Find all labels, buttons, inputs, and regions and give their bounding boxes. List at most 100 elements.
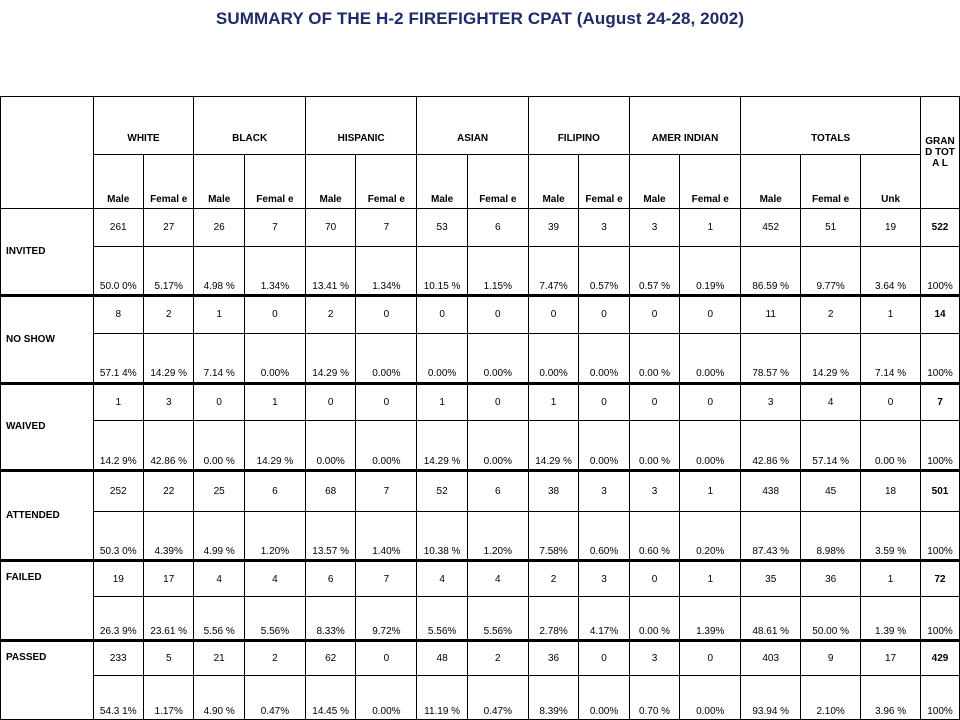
count-cell: 17	[142, 559, 195, 598]
percent-cell: 0.00%	[679, 332, 742, 384]
count-cell: 4	[193, 559, 245, 598]
subheader-cell: Femal e	[355, 154, 418, 210]
percent-cell: 1.20%	[243, 511, 306, 562]
percent-cell: 100%	[920, 596, 960, 641]
table-row: FAILED 19 17 4 4 6 7 4 4 2 3 0 1 35 36 1 72	[0, 559, 960, 641]
subheader-cell: Femal e	[243, 154, 306, 210]
count-cell: 403	[740, 638, 802, 677]
group-header-hispanic: HISPANIC	[304, 95, 418, 156]
subheader-cell: Male	[304, 154, 357, 210]
percent-cell: 4.90 %	[193, 675, 245, 720]
subheader-cell: Unk	[860, 154, 922, 210]
percent-cell: 93.94 %	[740, 675, 802, 720]
row-label-no-show: NO SHOW	[0, 294, 94, 384]
table-row: 26.3 9% 23.61 % 5.56 % 5.56% 8.33% 9.72% 5.56%…	[1, 596, 960, 641]
table-row: PASSED 233 5 21 2 62 0 48 2 36 0 3 0 403 9 17 429	[0, 638, 960, 720]
percent-cell: 1.39 %	[860, 596, 922, 641]
count-cell: 4	[243, 559, 306, 598]
percent-cell: 4.39%	[142, 511, 195, 562]
percent-cell: 1.15%	[466, 245, 529, 297]
count-cell: 3	[578, 468, 630, 513]
count-cell: 0	[578, 294, 630, 334]
group-header-black: BLACK	[193, 95, 306, 156]
percent-cell: 9.77%	[800, 245, 862, 297]
percent-cell: 7.14 %	[860, 332, 922, 384]
subheader-cell: Femal e	[800, 154, 862, 210]
count-cell: 48	[416, 638, 468, 677]
grand-total-cell: 429	[920, 638, 960, 677]
subheader-cell: Male	[628, 154, 681, 210]
percent-cell: 0.00 %	[628, 596, 681, 641]
table-row: INVITED 261 27 26 7 70 7 53 6 39 3 3 1 452 51 19 522	[0, 208, 960, 297]
count-cell: 2	[466, 638, 529, 677]
count-cell: 3	[578, 208, 630, 247]
percent-cell: 100%	[920, 511, 960, 562]
count-cell: 39	[527, 208, 580, 247]
count-cell: 452	[740, 208, 802, 247]
percent-cell: 14.29 %	[304, 332, 357, 384]
percent-cell: 87.43 %	[740, 511, 802, 562]
percent-cell: 3.96 %	[860, 675, 922, 720]
percent-cell: 42.86 %	[740, 419, 802, 471]
group-header-asian: ASIAN	[416, 95, 529, 156]
count-cell: 3	[628, 208, 681, 247]
count-cell: 25	[193, 468, 245, 513]
count-cell: 62	[304, 638, 357, 677]
percent-cell: 100%	[920, 245, 960, 297]
percent-cell: 7.58%	[527, 511, 580, 562]
subheader-cell: Male	[92, 154, 144, 210]
count-cell: 5	[142, 638, 195, 677]
count-cell: 53	[416, 208, 468, 247]
count-cell: 0	[466, 294, 529, 334]
count-cell: 1	[527, 381, 580, 421]
count-cell: 1	[92, 381, 144, 421]
percent-cell: 26.3 9%	[92, 596, 144, 641]
grand-total-cell: 72	[920, 559, 960, 598]
count-cell: 3	[628, 468, 681, 513]
percent-cell: 11.19 %	[416, 675, 468, 720]
subheader-row: Male Femal e Male Femal e Male Femal e Male Fem…	[1, 154, 960, 210]
group-header-filipino: FILIPINO	[527, 95, 630, 156]
count-cell: 22	[142, 468, 195, 513]
percent-cell: 50.3 0%	[92, 511, 144, 562]
percent-cell: 48.61 %	[740, 596, 802, 641]
row-label-invited: INVITED	[0, 208, 94, 297]
percent-cell: 4.17%	[578, 596, 630, 641]
subheader-cell: Male	[416, 154, 468, 210]
count-cell: 0	[578, 638, 630, 677]
count-cell: 1	[860, 294, 922, 334]
subheader-cell: Male	[527, 154, 580, 210]
percent-cell: 0.00 %	[193, 419, 245, 471]
percent-cell: 8.39%	[527, 675, 580, 720]
percent-cell: 0.00 %	[628, 419, 681, 471]
count-cell: 1	[679, 559, 742, 598]
count-cell: 0	[679, 381, 742, 421]
percent-cell: 0.00%	[578, 419, 630, 471]
percent-cell: 0.00%	[355, 419, 418, 471]
count-cell: 0	[578, 381, 630, 421]
percent-cell: 14.29 %	[243, 419, 306, 471]
count-cell: 0	[679, 638, 742, 677]
percent-cell: 0.60%	[578, 511, 630, 562]
subheader-cell: Femal e	[142, 154, 195, 210]
percent-cell: 14.45 %	[304, 675, 357, 720]
count-cell: 3	[740, 381, 802, 421]
count-cell: 1	[243, 381, 306, 421]
grand-total-header: GRAN D TOTA L	[920, 95, 960, 210]
count-cell: 6	[243, 468, 306, 513]
group-header-white: WHITE	[92, 95, 195, 156]
percent-cell: 2.78%	[527, 596, 580, 641]
count-cell: 3	[142, 381, 195, 421]
percent-cell: 10.15 %	[416, 245, 468, 297]
percent-cell: 5.56%	[466, 596, 529, 641]
subheader-cell: Femal e	[679, 154, 742, 210]
percent-cell: 0.00%	[578, 675, 630, 720]
count-cell: 4	[416, 559, 468, 598]
percent-cell: 0.00%	[355, 332, 418, 384]
count-cell: 2	[527, 559, 580, 598]
count-cell: 17	[860, 638, 922, 677]
percent-cell: 14.29 %	[800, 332, 862, 384]
count-cell: 0	[355, 294, 418, 334]
percent-cell: 100%	[920, 332, 960, 384]
count-cell: 438	[740, 468, 802, 513]
